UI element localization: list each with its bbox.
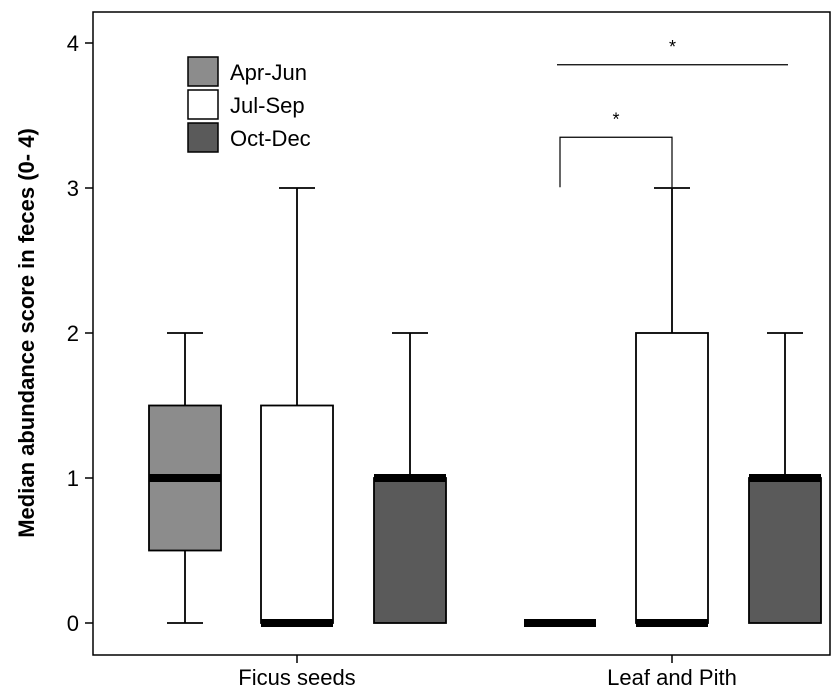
box-apr-jun-leaf-and-pith (524, 619, 596, 627)
y-tick-label: 1 (67, 466, 79, 491)
median-line (374, 474, 446, 482)
significance-marker: * (669, 37, 676, 57)
significance-bracket (559, 136, 673, 188)
y-tick-label: 2 (67, 321, 79, 346)
box-jul-sep-ficus-seeds (260, 187, 334, 627)
iqr-box (260, 404, 334, 624)
significance-annotations: ** (557, 37, 788, 188)
legend-label: Apr-Jun (230, 60, 307, 85)
legend-swatch (187, 56, 219, 87)
box-apr-jun-ficus-seeds (148, 332, 222, 624)
x-category-label: Leaf and Pith (607, 665, 737, 690)
legend: Apr-Jun Jul-Sep Oct-Dec (187, 56, 311, 153)
y-axis-label: Median abundance score in feces (0- 4) (14, 128, 39, 538)
significance-marker: * (612, 109, 619, 129)
iqr-box (748, 477, 822, 624)
median-line (524, 619, 596, 627)
y-tick-label: 4 (67, 31, 79, 56)
median-line (636, 619, 708, 627)
iqr-box (635, 332, 709, 624)
axes: 0 1 2 3 4 Ficus seeds Leaf and Pith (67, 11, 831, 690)
box-jul-sep-leaf-and-pith (635, 187, 709, 627)
legend-swatch (187, 122, 219, 153)
x-category-label: Ficus seeds (238, 665, 355, 690)
legend-swatch (187, 89, 219, 120)
box-oct-dec-leaf-and-pith (748, 332, 822, 624)
median-line (149, 474, 221, 482)
legend-label: Jul-Sep (230, 93, 305, 118)
legend-label: Oct-Dec (230, 126, 311, 151)
median-line (749, 474, 821, 482)
boxes (148, 187, 822, 627)
median-line (261, 619, 333, 627)
y-tick-label: 3 (67, 176, 79, 201)
iqr-box (373, 477, 447, 624)
y-tick-label: 0 (67, 611, 79, 636)
box-oct-dec-ficus-seeds (373, 332, 447, 624)
